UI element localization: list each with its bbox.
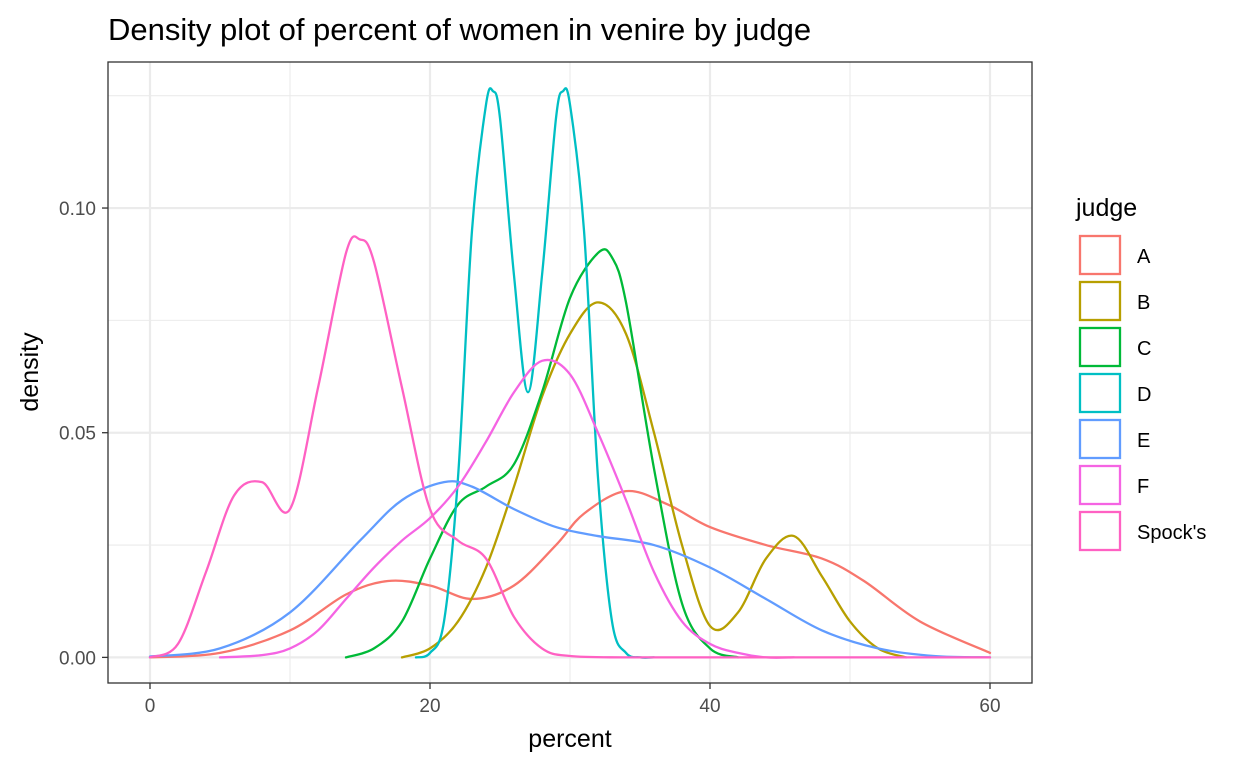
density-line-spock-s (148, 235, 992, 659)
x-tick-label: 20 (419, 696, 440, 717)
legend-key-swatch (1078, 280, 1122, 322)
legend-item: E (1078, 418, 1150, 460)
legend-key-bg (1078, 280, 1121, 322)
legend-key-bg (1078, 234, 1121, 276)
y-tick-label: 0.10 (59, 199, 96, 220)
legend-item: Spock's (1078, 510, 1206, 552)
legend-key-swatch (1078, 234, 1122, 276)
legend-key-bg (1078, 326, 1121, 368)
legend-label: A (1137, 246, 1151, 268)
density-line-f (218, 358, 796, 659)
axes: 0 20 40 60 0.00 0.05 0.10 (59, 199, 1001, 717)
chart-title: Density plot of percent of women in veni… (108, 12, 811, 47)
legend-label: C (1137, 338, 1151, 360)
legend-key-swatch (1078, 464, 1122, 506)
x-tick-label: 60 (979, 696, 1000, 717)
legend-label: D (1137, 384, 1151, 406)
y-tick-label: 0.00 (59, 648, 96, 669)
legend-key-bg (1078, 464, 1121, 506)
legend-item: F (1078, 464, 1149, 506)
x-axis-title: percent (528, 725, 611, 753)
legend-key-swatch (1078, 372, 1122, 414)
y-axis-title: density (16, 332, 44, 412)
legend-label: F (1137, 476, 1149, 498)
density-line-d (414, 87, 656, 659)
legend-key-swatch (1078, 326, 1122, 368)
density-line-c (344, 248, 740, 659)
legend-key-bg (1078, 418, 1121, 460)
density-line-e (148, 480, 992, 659)
density-line-b (400, 301, 908, 659)
legend-key-swatch (1078, 418, 1122, 460)
legend-key-bg (1078, 372, 1121, 414)
legend-key-bg (1078, 510, 1121, 552)
legend-label: E (1137, 430, 1150, 452)
legend-label: B (1137, 292, 1150, 314)
x-tick-label: 40 (699, 696, 720, 717)
legend-item: C (1078, 326, 1151, 368)
legend-item: B (1078, 280, 1150, 322)
plot-border (107, 61, 1033, 684)
legend-item: D (1078, 372, 1151, 414)
legend-title: judge (1075, 194, 1137, 222)
density-curves (148, 87, 992, 659)
legend: judge A B C D E F Spock's (1075, 194, 1206, 552)
legend-key-swatch (1078, 510, 1122, 552)
x-tick-label: 0 (145, 696, 156, 717)
y-tick-label: 0.05 (59, 424, 96, 445)
legend-label: Spock's (1137, 522, 1206, 544)
legend-item: A (1078, 234, 1151, 276)
